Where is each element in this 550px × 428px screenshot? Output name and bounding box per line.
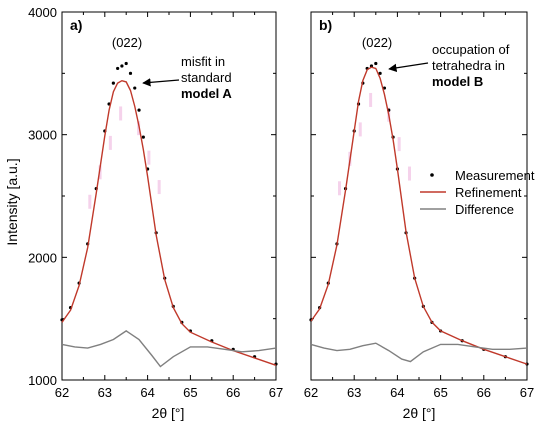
peak-envelope-mark [397,137,401,152]
x-tick-label: 64 [390,385,404,400]
legend-item-label: Measurement [455,168,535,183]
legend-item-label: Difference [455,202,514,217]
peak-envelope-mark [98,165,102,180]
peak-envelope-mark [119,106,123,121]
x-tick-label: 67 [269,385,283,400]
x-tick-label: 66 [226,385,240,400]
peak-envelope-mark [407,166,411,181]
peak-envelope-mark [369,92,373,107]
measurement-point [128,71,133,75]
chart-panel-a: 62 63 64 65 66 67 1000 2000 3000 4000 a) (022) misfi… [28,5,283,400]
peak-envelope-mark [137,121,141,136]
x-tick-label: 66 [477,385,491,400]
measurement-point [133,86,137,90]
annotation-arrow [142,78,180,87]
measurement-point [116,66,120,71]
measurement-point [120,64,124,68]
annotation-line: occupation of [432,42,510,57]
legend-measurement-symbol [430,173,434,177]
x-axis-label: 2θ [°] [403,405,436,421]
series-refinement-line [61,79,277,366]
series-refinement-line [310,66,528,365]
x-tick-label: 65 [183,385,197,400]
x-tick-label: 64 [140,385,154,400]
annotation-arrow [388,62,429,73]
chart-panels: 62 63 64 65 66 67 1000 2000 3000 4000 a) (022) misfi… [28,5,534,400]
peak-envelope-mark [157,180,161,195]
legend: Measurement Refinement Difference [420,168,535,217]
series-difference-line [310,342,528,363]
peak-envelope-mark [147,150,151,165]
x-tick-label: 65 [433,385,447,400]
measurement-point [137,108,141,112]
y-tick-label: 4000 [28,5,57,20]
x-tick-label: 63 [347,385,361,400]
annotation-line: misfit in [181,54,225,69]
annotation-model: model A [181,86,232,101]
x-tick-label: 62 [304,385,318,400]
y-tick-label: 2000 [28,250,57,265]
measurement-point [378,71,382,75]
panel-label: b) [319,17,332,33]
peak-envelope-mark [338,181,342,196]
y-tick-label: 3000 [28,128,57,143]
measurement-point [111,81,115,85]
panel-label: a) [70,17,82,33]
measurement-point [124,61,128,66]
peak-label: (022) [362,35,392,50]
x-tick-label: 67 [520,385,534,400]
peak-envelope-mark [358,122,362,137]
measurement-point [141,135,145,139]
annotation-line: tetrahedra in [432,58,505,73]
legend-item-label: Refinement [455,185,522,200]
peak-envelope-mark [88,194,92,209]
x-tick-label: 63 [98,385,112,400]
plot-frame [61,11,277,381]
peak-envelope-mark [108,135,112,150]
annotation-model: model B [432,74,483,89]
x-tick-label: 62 [55,385,69,400]
series-difference-line [61,330,277,368]
annotation-line: standard [181,70,232,85]
x-axis-label: 2θ [°] [152,405,185,421]
y-tick-label: 1000 [28,373,57,388]
chart-panel-b: 62 63 64 65 66 67 b) (022) occupation oftetrahed… [304,11,534,400]
peak-label: (022) [112,35,142,50]
y-axis-label: Intensity [a.u.] [4,158,20,245]
measurement-point [374,61,378,66]
